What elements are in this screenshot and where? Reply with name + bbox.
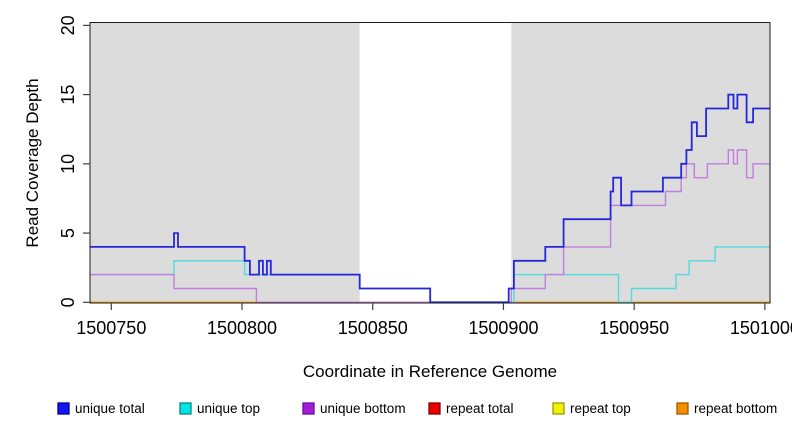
x-axis-title: Coordinate in Reference Genome [303,362,557,381]
legend-item-unique-total: unique total [57,401,145,416]
y-tick-label: 20 [58,15,78,35]
x-tick-label: 1500750 [76,318,146,338]
legend-item-repeat-total: repeat total [428,401,514,416]
legend-item-repeat-bottom: repeat bottom [676,401,777,416]
legend-swatch [57,402,70,415]
legend-label: repeat bottom [694,401,777,416]
y-tick-label: 5 [58,228,78,238]
plot-area: 1500750 1500800 1500850 1500900 1500950 15010… [58,15,792,338]
y-tick-label: 15 [58,85,78,105]
x-tick-label: 1500850 [338,318,408,338]
legend-item-repeat-top: repeat top [552,401,631,416]
y-axis-title: Read Coverage Depth [23,78,42,247]
chart-legend: unique total unique top unique bottom repea… [57,401,777,416]
y-tick-label: 10 [58,154,78,174]
legend-label: unique top [197,401,260,416]
legend-swatch [552,402,565,415]
series-line-unique-total [90,93,771,304]
legend-item-unique-bottom: unique bottom [302,401,406,416]
legend-item-unique-top: unique top [179,401,260,416]
x-tick-label: 1500900 [468,318,538,338]
x-tick-label: 1500800 [207,318,277,338]
plot-border [89,22,771,304]
legend-label: repeat total [446,401,514,416]
legend-label: unique total [75,401,145,416]
shaded-region [90,22,360,303]
legend-swatch [302,402,315,415]
legend-label: unique bottom [320,401,406,416]
shaded-region [511,22,771,303]
legend-swatch [428,402,441,415]
legend-swatch [179,402,192,415]
x-tick-label: 1500950 [599,318,669,338]
series-line-unique-bottom [90,149,771,303]
series-line-unique-top [90,246,771,303]
legend-swatch [676,402,689,415]
y-tick-label: 0 [58,297,78,307]
legend-label: repeat top [570,401,631,416]
